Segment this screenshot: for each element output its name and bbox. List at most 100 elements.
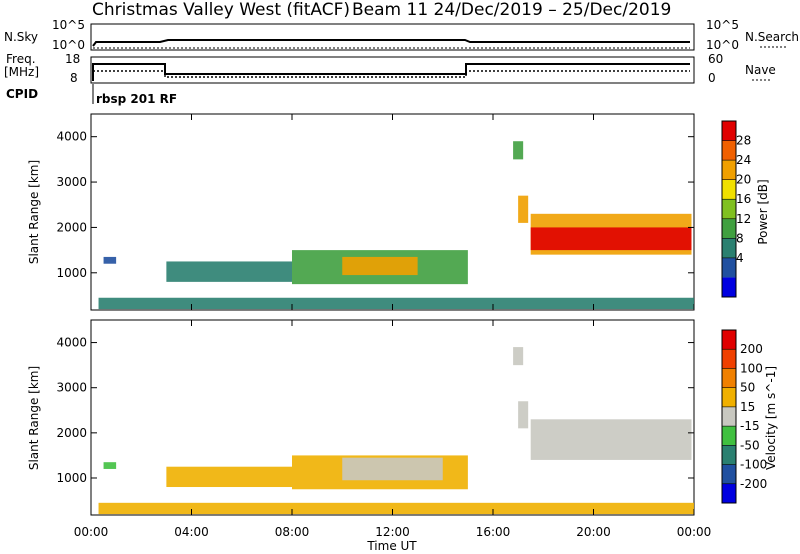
x-tick-label: 00:00 bbox=[74, 525, 109, 539]
freq-label-line2: [MHz] bbox=[4, 65, 39, 79]
velocity-data-layer bbox=[98, 347, 695, 515]
power-colorbar-segment bbox=[722, 218, 736, 239]
x-axis-ticks: 00:00 04:00 08:00 12:00 16:00 20:00 00:00 bbox=[74, 114, 712, 539]
velocity-panel: 1000 2000 3000 4000 Slant Range [km] 200 100… bbox=[27, 319, 778, 516]
freq-trace bbox=[92, 63, 690, 81]
power-scatter-region bbox=[518, 195, 529, 223]
power-scatter-region bbox=[98, 297, 695, 310]
x-tick-label: 20:00 bbox=[576, 525, 611, 539]
power-scatter-region bbox=[342, 256, 418, 276]
x-tick-label: 08:00 bbox=[275, 525, 310, 539]
velocity-colorbar-segment bbox=[722, 406, 736, 427]
power-y-tick-label: 2000 bbox=[56, 220, 87, 234]
power-y-ticks: 1000 2000 3000 4000 bbox=[56, 130, 694, 280]
power-colorbar-label: Power [dB] bbox=[756, 179, 770, 244]
velocity-y-tick-label: 2000 bbox=[56, 426, 87, 440]
x-tick-label: 16:00 bbox=[476, 525, 511, 539]
power-colorbar-tick-label: 28 bbox=[736, 134, 751, 148]
freq-frame bbox=[90, 56, 695, 84]
cpid-text: rbsp 201 RF bbox=[96, 92, 177, 106]
freq-tick-top: 18 bbox=[65, 52, 80, 66]
velocity-colorbar-frame bbox=[721, 329, 737, 504]
power-colorbar-segment bbox=[722, 257, 736, 278]
velocity-y-tick-label: 4000 bbox=[56, 336, 87, 350]
power-colorbar-tick-label: 12 bbox=[736, 212, 751, 226]
nsearch-label: N.Search bbox=[745, 30, 799, 44]
power-scatter-region bbox=[513, 141, 524, 160]
velocity-y-tick-label: 3000 bbox=[56, 381, 87, 395]
nsky-label: N.Sky bbox=[4, 30, 38, 44]
velocity-scatter-region bbox=[518, 401, 529, 429]
power-data-layer bbox=[98, 141, 695, 310]
nave-tick-top: 60 bbox=[708, 52, 723, 66]
velocity-colorbar-tick-label: 50 bbox=[740, 381, 755, 395]
power-scatter-region bbox=[166, 261, 292, 282]
power-colorbar-segment bbox=[722, 179, 736, 200]
velocity-colorbar-tick-label: -200 bbox=[740, 477, 767, 491]
velocity-y-tick-label: 1000 bbox=[56, 471, 87, 485]
velocity-ylabel: Slant Range [km] bbox=[27, 366, 41, 470]
velocity-colorbar-tick-label: 15 bbox=[740, 400, 755, 414]
power-colorbar-tick-label: 20 bbox=[736, 173, 751, 187]
velocity-colorbar-segment bbox=[722, 483, 736, 503]
power-colorbar-frame bbox=[721, 120, 737, 298]
nsky-tick-top: 10^5 bbox=[52, 18, 85, 32]
velocity-colorbar-tick-label: -100 bbox=[740, 458, 767, 472]
nsky-panel: N.Sky 10^5 10^0 10^5 10^0 N.Search bbox=[4, 18, 799, 52]
freq-tick-bottom: 8 bbox=[70, 71, 78, 85]
x-tick-label: 00:00 bbox=[677, 525, 712, 539]
velocity-scatter-region bbox=[342, 457, 443, 481]
nsky-trace bbox=[92, 39, 690, 47]
velocity-colorbar-tick-label: 200 bbox=[740, 342, 763, 356]
power-colorbar-tick-label: 8 bbox=[736, 231, 744, 245]
velocity-colorbar-tick-label: -15 bbox=[740, 419, 760, 433]
nsky-tick-bottom: 10^0 bbox=[52, 38, 85, 52]
velocity-scatter-region bbox=[530, 419, 692, 460]
velocity-scatter-region bbox=[166, 466, 292, 488]
power-y-tick-label: 4000 bbox=[56, 130, 87, 144]
power-colorbar-segment bbox=[722, 238, 736, 258]
velocity-colorbar-segment bbox=[722, 330, 736, 350]
velocity-colorbar-segment bbox=[722, 349, 736, 369]
power-colorbar-segment bbox=[722, 199, 736, 219]
velocity-y-ticks: 1000 2000 3000 4000 bbox=[56, 336, 694, 485]
velocity-scatter-region bbox=[98, 502, 695, 515]
nsky-frame bbox=[90, 23, 695, 51]
freq-panel: Freq. [MHz] 18 8 60 0 Nave CPID rbsp 201… bbox=[4, 52, 776, 106]
figure-title-right: Beam 11 24/Dec/2019 – 25/Dec/2019 bbox=[352, 0, 671, 20]
power-colorbar-tick-label: 24 bbox=[736, 153, 751, 167]
power-panel: 1000 2000 3000 4000 Slant Range [km] 28 24 20… bbox=[27, 113, 770, 311]
velocity-scatter-region bbox=[513, 347, 524, 366]
power-colorbar: 28 24 20 16 12 8 4 bbox=[721, 120, 751, 298]
power-y-tick-label: 1000 bbox=[56, 266, 87, 280]
power-colorbar-segment bbox=[722, 121, 736, 141]
nave-tick-bottom: 0 bbox=[708, 71, 716, 85]
x-tick-label: 12:00 bbox=[375, 525, 410, 539]
power-colorbar-tick-label: 16 bbox=[736, 192, 751, 206]
power-colorbar-tick-label: 4 bbox=[736, 251, 744, 265]
figure-title-left: Christmas Valley West (fitACF) bbox=[92, 0, 350, 20]
freq-label-line1: Freq. bbox=[6, 52, 36, 66]
velocity-colorbar-segment bbox=[722, 464, 736, 484]
velocity-colorbar-segment bbox=[722, 387, 736, 407]
velocity-colorbar-segment bbox=[722, 368, 736, 388]
x-axis-label: Time UT bbox=[366, 539, 417, 553]
nsearch-tick-top: 10^5 bbox=[706, 18, 739, 32]
velocity-colorbar-label: Velocity [m s^-1] bbox=[764, 366, 778, 470]
power-scatter-region bbox=[530, 227, 692, 251]
velocity-colorbar: 200 100 50 15 -15 -50 -100 -200 bbox=[721, 329, 767, 504]
nave-label: Nave bbox=[745, 63, 776, 77]
velocity-colorbar-tick-label: -50 bbox=[740, 438, 760, 452]
x-tick-label: 04:00 bbox=[174, 525, 209, 539]
power-scatter-region bbox=[103, 256, 117, 264]
cpid-label: CPID bbox=[6, 87, 38, 101]
velocity-colorbar-segment bbox=[722, 445, 736, 465]
power-y-tick-label: 3000 bbox=[56, 175, 87, 189]
nave-trace bbox=[93, 70, 690, 78]
nsearch-tick-bottom: 10^0 bbox=[706, 38, 739, 52]
velocity-colorbar-tick-label: 100 bbox=[740, 361, 763, 375]
power-ylabel: Slant Range [km] bbox=[27, 160, 41, 264]
velocity-colorbar-segment bbox=[722, 426, 736, 446]
power-colorbar-segment bbox=[722, 160, 736, 180]
